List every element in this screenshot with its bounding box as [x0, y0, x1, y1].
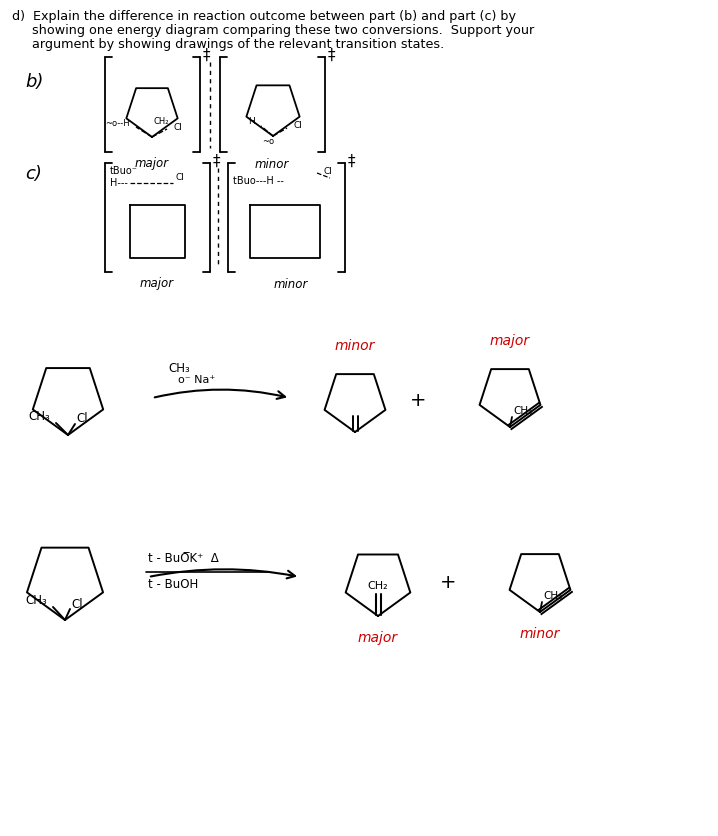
Text: CH₃: CH₃ [28, 410, 50, 424]
Text: major: major [135, 157, 169, 171]
Text: minor: minor [520, 627, 560, 641]
Text: minor: minor [335, 339, 376, 353]
Text: major: major [140, 278, 174, 290]
Text: CH₃: CH₃ [543, 591, 562, 601]
Text: Cl: Cl [71, 598, 83, 610]
Text: Cl: Cl [174, 123, 183, 131]
Text: showing one energy diagram comparing these two conversions.  Support your: showing one energy diagram comparing the… [12, 24, 534, 37]
Text: CH₃: CH₃ [513, 406, 532, 416]
Text: d)  Explain the difference in reaction outcome between part (b) and part (c) by: d) Explain the difference in reaction ou… [12, 10, 516, 23]
Text: ‡: ‡ [213, 154, 220, 169]
Text: ‡: ‡ [348, 154, 355, 169]
Text: major: major [490, 334, 530, 348]
Text: Cl: Cl [323, 166, 332, 176]
Text: H---: H--- [110, 178, 128, 188]
Text: Cl: Cl [76, 412, 88, 426]
Text: CH₃: CH₃ [168, 361, 190, 375]
Text: Cl: Cl [175, 174, 184, 182]
Text: ‡: ‡ [328, 48, 335, 63]
Text: argument by showing drawings of the relevant transition states.: argument by showing drawings of the rele… [12, 38, 444, 51]
Text: tBuo⁻: tBuo⁻ [110, 166, 138, 176]
Text: ‡: ‡ [203, 48, 210, 63]
Text: major: major [358, 631, 398, 645]
Text: +: + [439, 573, 456, 592]
Text: ~o--H: ~o--H [106, 119, 130, 128]
Text: Cl: Cl [293, 121, 302, 130]
Text: ~o: ~o [262, 136, 274, 145]
Text: +: + [410, 390, 426, 410]
Text: minor: minor [274, 278, 308, 290]
Text: CH₂: CH₂ [368, 581, 388, 591]
Text: tBuo---H --: tBuo---H -- [233, 176, 284, 186]
Text: b): b) [25, 73, 43, 91]
Text: c): c) [25, 165, 42, 183]
Text: t - BuOH: t - BuOH [148, 578, 198, 590]
Text: minor: minor [255, 157, 289, 171]
Text: CH₂: CH₂ [154, 116, 169, 125]
Text: t - BuO̅K⁺  Δ: t - BuO̅K⁺ Δ [148, 552, 219, 564]
Text: H: H [248, 118, 255, 126]
Text: CH₃: CH₃ [25, 594, 47, 606]
Text: o⁻ Na⁺: o⁻ Na⁺ [178, 375, 215, 385]
